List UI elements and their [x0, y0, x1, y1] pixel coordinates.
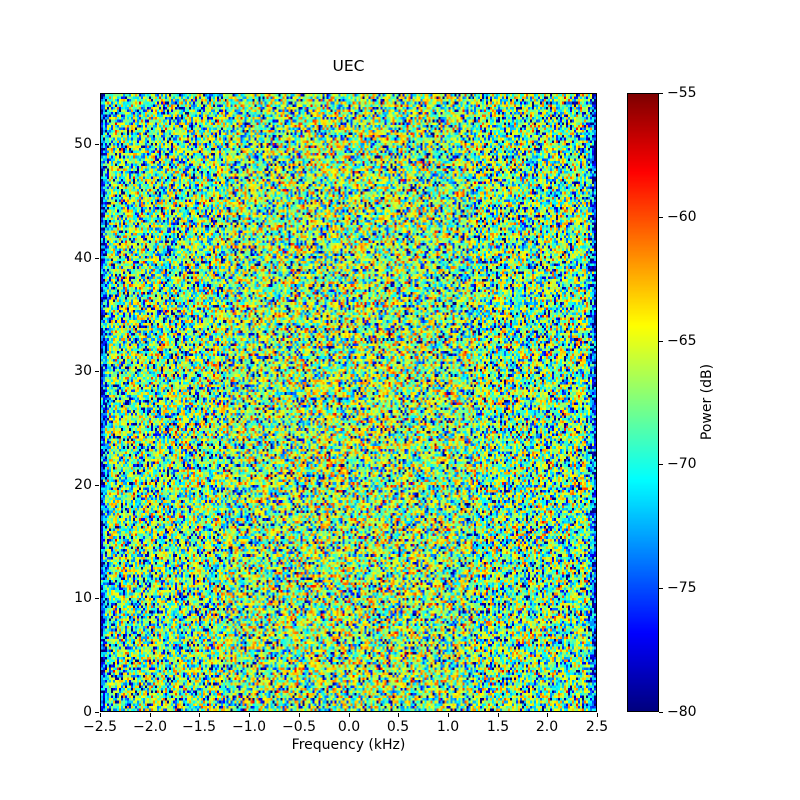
tick-mark [547, 713, 548, 717]
y-tick-label: 50 [74, 136, 92, 152]
tick-mark [448, 713, 449, 717]
x-tick-label: −2.5 [83, 719, 117, 735]
x-tick-label: 0.0 [337, 719, 361, 735]
tick-mark [95, 485, 99, 486]
chart-title: UEC [332, 57, 365, 75]
tick-mark [249, 713, 250, 717]
colorbar-tick-label: −70 [667, 456, 697, 472]
tick-mark [299, 713, 300, 717]
colorbar-tick-label: −65 [667, 333, 697, 349]
tick-mark [349, 713, 350, 717]
x-tick-label: −1.0 [232, 719, 266, 735]
colorbar-tick-label: −80 [667, 704, 697, 720]
y-tick-label: 0 [83, 704, 92, 720]
x-tick-label: −1.5 [182, 719, 216, 735]
colorbar-tick-label: −55 [667, 85, 697, 101]
colorbar-tick-label: −60 [667, 209, 697, 225]
y-tick-label: 20 [74, 477, 92, 493]
tick-mark [597, 713, 598, 717]
x-tick-label: 1.0 [436, 719, 460, 735]
x-tick-label: −2.0 [133, 719, 167, 735]
y-tick-label: 40 [74, 250, 92, 266]
y-tick-label: 30 [74, 363, 92, 379]
tick-mark [95, 712, 99, 713]
x-tick-label: −0.5 [282, 719, 316, 735]
colorbar-gradient [628, 94, 658, 711]
x-tick-label: 2.5 [585, 719, 609, 735]
tick-mark [659, 93, 663, 94]
tick-mark [199, 713, 200, 717]
tick-mark [95, 371, 99, 372]
tick-mark [398, 713, 399, 717]
x-tick-label: 2.0 [535, 719, 559, 735]
tick-mark [659, 464, 663, 465]
tick-mark [659, 217, 663, 218]
colorbar-label: Power (dB) [699, 363, 715, 441]
spectrogram-image [101, 94, 596, 711]
tick-mark [100, 713, 101, 717]
y-tick-label: 10 [74, 590, 92, 606]
tick-mark [498, 713, 499, 717]
colorbar-tick-label: −75 [667, 580, 697, 596]
tick-mark [150, 713, 151, 717]
tick-mark [95, 144, 99, 145]
tick-mark [95, 598, 99, 599]
spectrogram-plot [100, 93, 597, 712]
tick-mark [95, 258, 99, 259]
tick-mark [659, 712, 663, 713]
x-axis-label: Frequency (kHz) [291, 737, 406, 753]
tick-mark [659, 341, 663, 342]
colorbar [627, 93, 659, 712]
x-tick-label: 1.5 [486, 719, 510, 735]
tick-mark [659, 588, 663, 589]
x-tick-label: 0.5 [386, 719, 410, 735]
